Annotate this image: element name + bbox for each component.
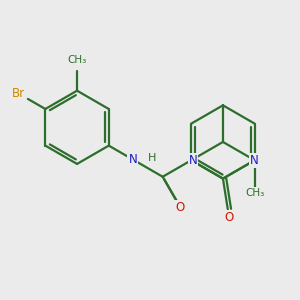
Text: CH₃: CH₃ (68, 55, 87, 65)
Text: H: H (148, 152, 156, 163)
Text: O: O (224, 211, 234, 224)
Text: O: O (176, 201, 185, 214)
Text: CH₃: CH₃ (245, 188, 264, 198)
Text: N: N (250, 154, 259, 167)
Text: Br: Br (12, 87, 25, 100)
Text: N: N (128, 153, 137, 166)
Text: N: N (189, 154, 197, 167)
